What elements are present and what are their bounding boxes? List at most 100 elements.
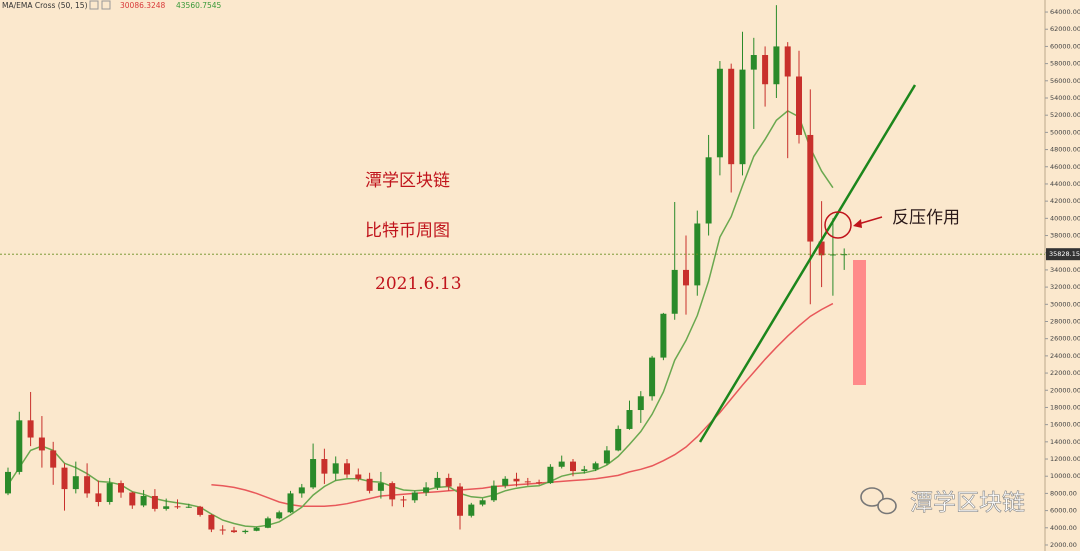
candle-body (253, 527, 260, 531)
indicator-title: MA/EMA Cross (50, 15) (2, 1, 88, 10)
candle-body (140, 495, 147, 506)
candle-body (807, 134, 814, 242)
price-tag (1046, 248, 1080, 261)
candle-body (106, 483, 113, 503)
y-tick-label: 6000.00 (1050, 507, 1077, 515)
candle-body (671, 269, 678, 314)
candle-body (705, 157, 712, 224)
candle-body (581, 469, 588, 472)
candle-body (739, 69, 746, 165)
candle-body (118, 483, 124, 493)
price-label: 35828.15 (1049, 250, 1080, 258)
y-tick-label: 12000.00 (1050, 455, 1080, 463)
watermark-icon (860, 487, 897, 515)
y-tick-label: 2000.00 (1050, 541, 1077, 549)
candle-body (219, 529, 226, 531)
axis-panel (1045, 0, 1080, 551)
candle-body (321, 459, 328, 474)
arrow-head (853, 219, 862, 228)
candle-body (411, 492, 418, 501)
y-tick-label: 8000.00 (1050, 489, 1077, 497)
candle-body (603, 450, 610, 464)
candle-body (829, 254, 836, 256)
candle-body (389, 483, 396, 500)
candle-body (626, 410, 633, 429)
candle-body (276, 512, 283, 519)
y-tick-label: 54000.00 (1050, 94, 1080, 102)
candle-body (615, 428, 622, 451)
candle-body (547, 466, 554, 484)
y-tick-label: 60000.00 (1050, 42, 1080, 50)
candle-body (784, 46, 791, 77)
candle-body (163, 506, 170, 509)
candle-body (434, 477, 441, 488)
candle-body (151, 495, 158, 509)
indicator-value: 43560.7545 (176, 1, 222, 10)
y-tick-label: 48000.00 (1050, 146, 1080, 154)
candle-body (242, 530, 249, 533)
candle-body (197, 506, 204, 515)
candle-body (174, 506, 181, 508)
y-tick-label: 38000.00 (1050, 232, 1080, 240)
candle-body (208, 514, 215, 530)
candle-body (423, 487, 430, 493)
y-tick-label: 32000.00 (1050, 283, 1080, 291)
candle-body (750, 55, 757, 70)
icon[interactable] (89, 0, 99, 10)
highlight-circle (824, 211, 852, 239)
candle-body (72, 476, 79, 490)
candle-body (129, 492, 136, 506)
candle-body (310, 459, 317, 488)
y-tick-label: 28000.00 (1050, 317, 1080, 325)
candle-body (762, 55, 769, 85)
candle-body (298, 487, 305, 494)
watermark: 潭学区块链 (910, 490, 1025, 516)
ma-line (7, 110, 834, 528)
y-tick-label: 14000.00 (1050, 438, 1080, 446)
y-tick-label: 18000.00 (1050, 403, 1080, 411)
candle-body (231, 530, 237, 533)
annotation: 比特币周图 (365, 221, 450, 241)
candle-body (536, 482, 543, 484)
y-tick-label: 24000.00 (1050, 352, 1080, 360)
candle-body (366, 478, 373, 491)
candle-body (502, 478, 509, 486)
annotation: 2021.6.13 (375, 274, 462, 294)
y-tick-label: 56000.00 (1050, 77, 1080, 85)
ma-line (211, 302, 834, 508)
candle-body (377, 483, 384, 491)
candle-body (38, 437, 45, 451)
candle-body (95, 493, 102, 503)
candle-body (264, 518, 271, 528)
y-tick-label: 30000.00 (1050, 300, 1080, 308)
candle-body (637, 396, 644, 411)
candle-body (479, 500, 486, 505)
candle-body (660, 313, 667, 358)
candle-body (355, 474, 362, 479)
y-tick-label: 42000.00 (1050, 197, 1080, 205)
indicator-value: 30086.3248 (120, 1, 166, 10)
candle-body (457, 486, 463, 516)
candle-body (61, 467, 68, 490)
candle-body (513, 478, 520, 482)
candle-body (728, 68, 735, 165)
candle-body (592, 463, 599, 470)
candle-body (468, 504, 475, 516)
candle-body (16, 420, 23, 472)
y-tick-label: 50000.00 (1050, 128, 1080, 136)
y-tick-label: 46000.00 (1050, 163, 1080, 171)
y-tick-label: 34000.00 (1050, 266, 1080, 274)
candle-body (332, 463, 339, 474)
candle-body (558, 461, 565, 467)
candle-body (27, 420, 34, 438)
y-tick-label: 20000.00 (1050, 386, 1080, 394)
icon[interactable] (101, 0, 111, 10)
candle-body (185, 506, 192, 508)
candle-body (287, 493, 294, 513)
candle-body (84, 476, 91, 494)
candle-body (773, 46, 780, 85)
candle-body (716, 68, 723, 158)
candle-body (841, 254, 848, 256)
